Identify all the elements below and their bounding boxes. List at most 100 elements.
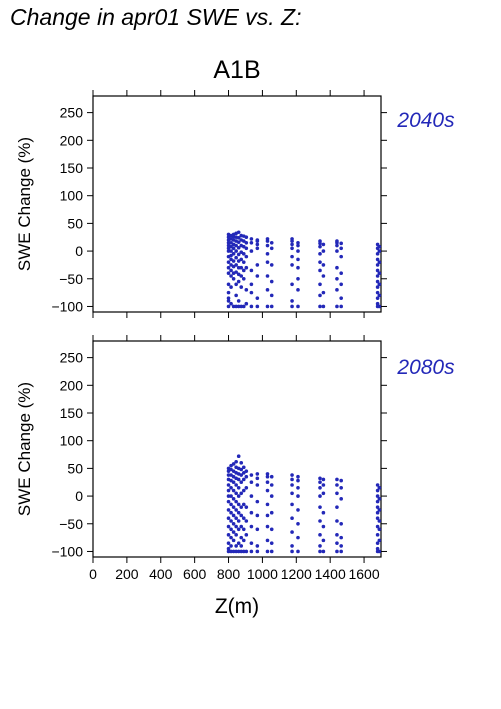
data-point	[226, 296, 231, 300]
data-point	[265, 474, 270, 479]
data-point	[339, 241, 343, 246]
data-point	[296, 508, 300, 512]
data-point	[377, 293, 382, 298]
data-point	[229, 285, 233, 289]
data-point	[226, 282, 231, 287]
data-point	[269, 246, 274, 251]
data-point	[321, 491, 326, 496]
data-point	[249, 494, 254, 498]
data-point	[239, 473, 244, 477]
data-point	[231, 469, 236, 473]
data-point	[375, 296, 380, 300]
data-point	[239, 461, 244, 465]
data-point	[244, 288, 249, 292]
x-tick-label: 200	[115, 566, 139, 582]
data-point	[335, 483, 339, 487]
data-point	[229, 249, 233, 253]
data-point	[226, 260, 231, 264]
data-point	[265, 274, 270, 278]
data-point	[339, 497, 343, 501]
data-point	[241, 488, 246, 493]
data-point	[244, 505, 249, 509]
data-point	[375, 541, 380, 545]
data-point	[265, 252, 270, 256]
data-point	[226, 246, 231, 251]
data-point	[226, 508, 231, 512]
data-point	[249, 541, 254, 545]
data-point	[318, 494, 322, 498]
data-point	[255, 242, 260, 247]
data-point	[318, 485, 322, 490]
data-point	[231, 304, 236, 309]
data-point	[375, 516, 380, 521]
data-point	[231, 259, 236, 263]
data-point	[226, 290, 231, 295]
data-point	[236, 454, 241, 459]
data-point	[234, 516, 238, 521]
y-tick-label: −100	[51, 543, 83, 559]
data-point	[335, 519, 339, 523]
data-point	[265, 502, 270, 507]
data-point	[321, 290, 326, 295]
y-tick-label: 250	[60, 350, 84, 366]
data-point	[290, 246, 294, 251]
data-point	[231, 488, 236, 493]
data-point	[375, 301, 380, 306]
data-point	[231, 530, 236, 534]
data-point	[339, 296, 343, 300]
data-point	[231, 264, 236, 269]
data-point	[241, 527, 246, 532]
period-label: 2040s	[396, 109, 455, 132]
data-point	[236, 230, 241, 235]
data-point	[269, 240, 274, 245]
data-point	[255, 483, 260, 487]
data-point	[241, 239, 246, 243]
data-point	[377, 527, 382, 532]
x-tick-label: 0	[89, 566, 97, 582]
data-point	[229, 268, 233, 273]
data-point	[239, 505, 244, 509]
data-point	[226, 541, 231, 545]
data-point	[296, 521, 300, 526]
x-tick-label: 1600	[348, 566, 379, 582]
data-point	[249, 473, 254, 477]
data-point	[269, 263, 274, 267]
data-point	[290, 304, 294, 309]
data-point	[265, 237, 270, 241]
data-point	[241, 471, 246, 475]
data-point	[239, 513, 244, 518]
data-point	[236, 299, 241, 303]
data-point	[318, 519, 322, 523]
data-point	[321, 538, 326, 543]
data-point	[234, 483, 238, 487]
y-axis-title: SWE Change (%)	[15, 382, 34, 516]
data-point	[226, 546, 231, 551]
data-point	[296, 257, 300, 262]
data-point	[231, 276, 236, 281]
data-point	[234, 459, 238, 464]
data-point	[244, 533, 249, 537]
data-point	[321, 549, 326, 554]
data-point	[249, 282, 254, 287]
data-point	[236, 252, 241, 257]
data-point	[290, 263, 294, 267]
data-point	[339, 254, 343, 259]
data-point	[241, 502, 246, 507]
data-point	[339, 246, 343, 251]
y-tick-label: 200	[60, 377, 84, 393]
x-tick-label: 400	[149, 566, 173, 582]
data-point	[265, 480, 270, 485]
data-point	[375, 488, 380, 493]
data-point	[255, 476, 260, 481]
data-point	[375, 257, 380, 262]
data-point	[231, 246, 236, 251]
data-point	[339, 521, 343, 526]
data-point	[321, 249, 326, 253]
data-point	[269, 527, 274, 532]
data-point	[241, 276, 246, 281]
data-point	[236, 519, 241, 523]
data-point	[241, 516, 246, 521]
data-point	[265, 288, 270, 292]
data-point	[269, 494, 274, 498]
